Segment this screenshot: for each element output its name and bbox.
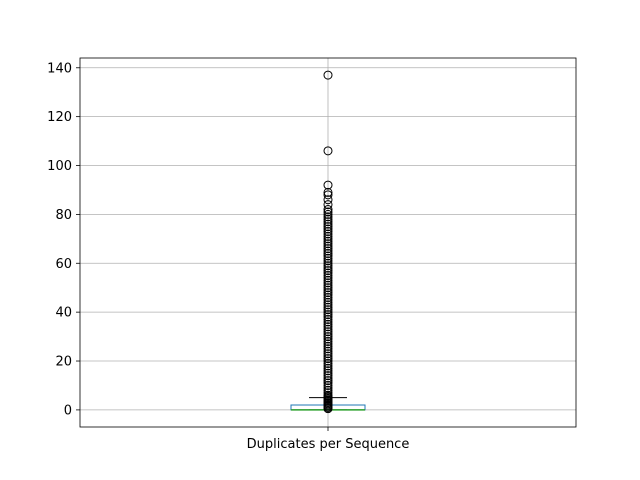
outlier-point <box>323 383 333 393</box>
outlier-point <box>323 361 333 371</box>
outlier-point <box>323 351 333 361</box>
outlier-point <box>323 278 333 288</box>
outlier-point <box>323 224 333 234</box>
outlier-point <box>323 385 333 395</box>
outlier-point <box>323 263 333 273</box>
outlier-point <box>323 180 333 190</box>
outlier-point <box>323 190 333 200</box>
outlier-point <box>323 334 333 344</box>
outlier-point <box>323 354 333 364</box>
outlier-point <box>323 236 333 246</box>
outlier-point <box>323 270 333 280</box>
outlier-point <box>323 288 333 298</box>
outlier-point <box>323 327 333 337</box>
outlier-point <box>323 302 333 312</box>
plot-frame <box>79 57 577 428</box>
outliers <box>323 70 333 414</box>
outlier-point <box>323 234 333 244</box>
outlier-point <box>323 239 333 249</box>
outlier-point <box>323 349 333 359</box>
x-tick-label: Duplicates per Sequence <box>247 437 410 452</box>
outlier-point <box>323 253 333 263</box>
outlier-point <box>323 244 333 254</box>
outlier-point <box>323 207 333 217</box>
y-tick-label: 20 <box>55 355 72 370</box>
outlier-point <box>323 317 333 327</box>
outlier-point <box>323 310 333 320</box>
outlier-point <box>323 212 333 222</box>
outlier-point <box>323 332 333 342</box>
outlier-point <box>323 261 333 271</box>
outlier-point <box>323 388 333 398</box>
outlier-point <box>323 222 333 232</box>
outlier-point <box>323 227 333 237</box>
y-tick-label: 140 <box>47 61 72 76</box>
outlier-point <box>323 329 333 339</box>
outlier-point <box>323 376 333 386</box>
outlier-point <box>323 300 333 310</box>
outlier-point <box>323 256 333 266</box>
outlier-point <box>323 275 333 285</box>
outlier-point <box>323 290 333 300</box>
outlier-point <box>323 285 333 295</box>
y-tick-label: 80 <box>55 208 72 223</box>
outlier-point <box>323 266 333 276</box>
outlier-point <box>323 231 333 241</box>
outlier-point <box>323 356 333 366</box>
outlier-point <box>323 283 333 293</box>
outlier-point <box>323 229 333 239</box>
outlier-point <box>323 70 333 80</box>
outlier-point <box>323 246 333 256</box>
outlier-point <box>323 187 333 197</box>
outlier-point <box>323 146 333 156</box>
outlier-point <box>323 219 333 229</box>
outlier-point <box>323 336 333 346</box>
outlier-point <box>323 292 333 302</box>
outlier-point <box>323 268 333 278</box>
outlier-point <box>323 195 333 205</box>
outlier-point <box>323 322 333 332</box>
y-tick-label: 40 <box>55 306 72 321</box>
outlier-point <box>323 391 333 401</box>
outlier-point <box>323 214 333 224</box>
outlier-point <box>323 217 333 227</box>
outlier-point <box>323 295 333 305</box>
outlier-point <box>323 378 333 388</box>
outlier-point <box>323 200 333 210</box>
outlier-point <box>323 251 333 261</box>
outlier-point <box>323 363 333 373</box>
outlier-point <box>323 371 333 381</box>
outlier-point <box>323 373 333 383</box>
outlier-point <box>323 248 333 258</box>
outlier-point <box>323 339 333 349</box>
outlier-point <box>323 380 333 390</box>
outlier-point <box>323 358 333 368</box>
outlier-point <box>323 346 333 356</box>
outlier-point <box>323 341 333 351</box>
outlier-point <box>323 312 333 322</box>
outlier-point <box>323 258 333 268</box>
y-tick-label: 120 <box>47 110 72 125</box>
outlier-point <box>323 344 333 354</box>
y-tick-label: 0 <box>64 403 72 418</box>
outlier-point <box>323 366 333 376</box>
outlier-point <box>323 368 333 378</box>
y-tick-label: 100 <box>47 159 72 174</box>
y-tick-label: 60 <box>55 257 72 272</box>
outlier-point <box>323 305 333 315</box>
outlier-point <box>323 319 333 329</box>
outlier-point <box>323 297 333 307</box>
outlier-point <box>323 241 333 251</box>
outlier-point <box>323 314 333 324</box>
outlier-point <box>323 307 333 317</box>
outlier-point <box>323 205 333 215</box>
outlier-point <box>323 280 333 290</box>
outlier-point <box>323 324 333 334</box>
outlier-point <box>323 273 333 283</box>
outlier-point <box>323 209 333 219</box>
axes: 0 20 40 60 80 100 120 140 <box>47 57 577 431</box>
